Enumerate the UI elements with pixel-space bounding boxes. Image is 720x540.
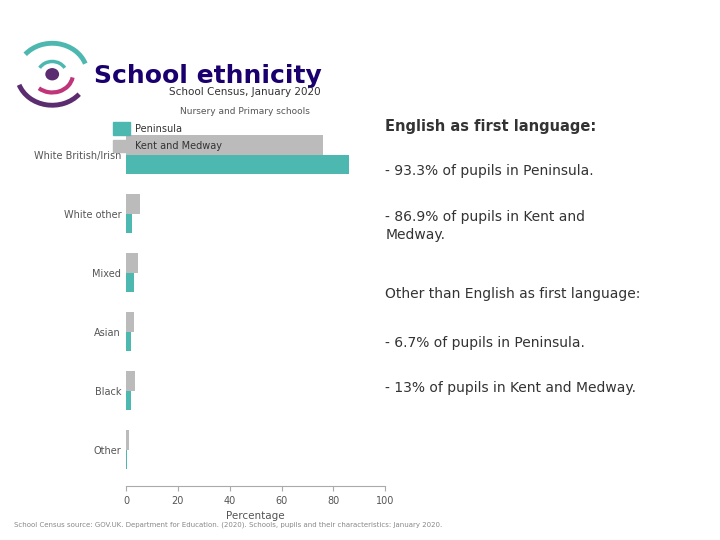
Text: School Census source: GOV.UK. Department for Education. (2020). Schools, pupils : School Census source: GOV.UK. Department… [14,521,443,528]
Text: English as first language:: English as first language: [385,119,596,134]
Bar [126,214,132,233]
Text: - 6.7% of pupils in Peninsula.: - 6.7% of pupils in Peninsula. [385,336,585,350]
Text: School ethnicity: School ethnicity [94,64,321,89]
Bar [126,253,138,273]
Text: Other than English as first language:: Other than English as first language: [385,287,641,301]
X-axis label: Percentage: Percentage [226,511,285,521]
Bar [126,430,129,450]
Bar [126,313,134,332]
Bar [113,140,130,152]
Circle shape [46,69,58,80]
Bar [126,391,131,410]
Text: Peninsula: Peninsula [135,124,182,133]
Text: School Census, January 2020: School Census, January 2020 [169,87,320,97]
Bar [126,155,349,174]
Bar [126,372,135,391]
Text: Kent and Medway: Kent and Medway [135,141,222,151]
Bar [126,273,134,292]
Bar [126,332,131,352]
Text: - 86.9% of pupils in Kent and
Medway.: - 86.9% of pupils in Kent and Medway. [385,210,585,242]
Bar [113,122,130,134]
Text: - 13% of pupils in Kent and Medway.: - 13% of pupils in Kent and Medway. [385,381,636,395]
Bar [126,194,140,214]
Bar [126,450,127,469]
Bar [126,136,323,155]
Text: 17: 17 [13,10,29,23]
Text: Nursery and Primary schools: Nursery and Primary schools [180,107,310,116]
Text: - 93.3% of pupils in Peninsula.: - 93.3% of pupils in Peninsula. [385,164,594,178]
